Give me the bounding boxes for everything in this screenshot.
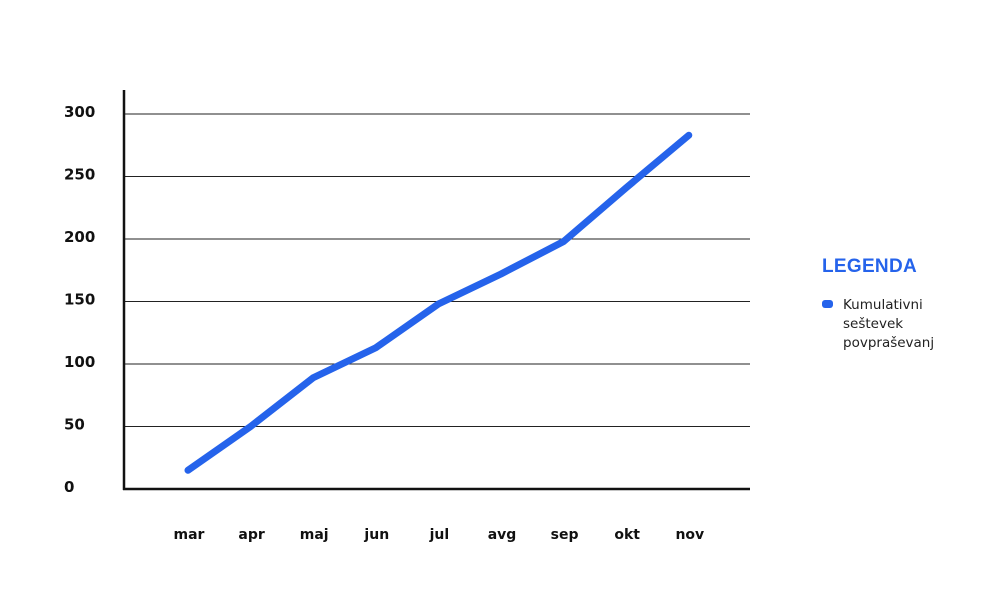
x-tick-label: apr <box>238 527 264 543</box>
series-lines <box>184 131 693 474</box>
x-tick-label: avg <box>488 527 517 543</box>
legend-swatch <box>822 300 833 308</box>
y-tick-label: 150 <box>64 291 95 309</box>
x-tick-label: okt <box>614 527 640 543</box>
data-point <box>624 185 629 190</box>
data-point <box>686 133 691 138</box>
x-tick-label: maj <box>300 527 329 543</box>
x-tick-label: mar <box>174 527 205 543</box>
x-tick-label: jun <box>363 527 389 543</box>
y-tick-labels: 0 50 100 150 200 250 300 <box>64 103 95 496</box>
legend-label: Kumulativni seštevek povpraševanj <box>843 297 935 351</box>
data-point <box>436 302 441 306</box>
axes <box>122 90 750 491</box>
legend-title: LEGENDA <box>822 256 917 277</box>
legend-item: Kumulativni seštevek povpraševanj <box>822 296 992 353</box>
x-tick-label: nov <box>675 527 704 543</box>
y-tick-label: 50 <box>64 416 85 434</box>
data-point <box>186 468 190 473</box>
y-tick-label: 300 <box>64 103 95 121</box>
data-point <box>311 375 316 380</box>
data-point <box>561 239 566 244</box>
y-tick-label: 200 <box>64 228 95 246</box>
legend: LEGENDA Kumulativni seštevek povpraševan… <box>822 256 992 353</box>
data-point <box>248 424 253 429</box>
data-point <box>373 345 378 350</box>
y-tick-label: 250 <box>64 166 95 184</box>
x-tick-label: jul <box>429 527 450 543</box>
data-point <box>499 272 503 276</box>
y-tick-label: 0 <box>64 478 74 496</box>
x-tick-labels: mar apr maj jun jul avg sep okt nov <box>174 527 705 543</box>
x-tick-label: sep <box>551 527 579 543</box>
y-tick-label: 100 <box>64 353 95 371</box>
